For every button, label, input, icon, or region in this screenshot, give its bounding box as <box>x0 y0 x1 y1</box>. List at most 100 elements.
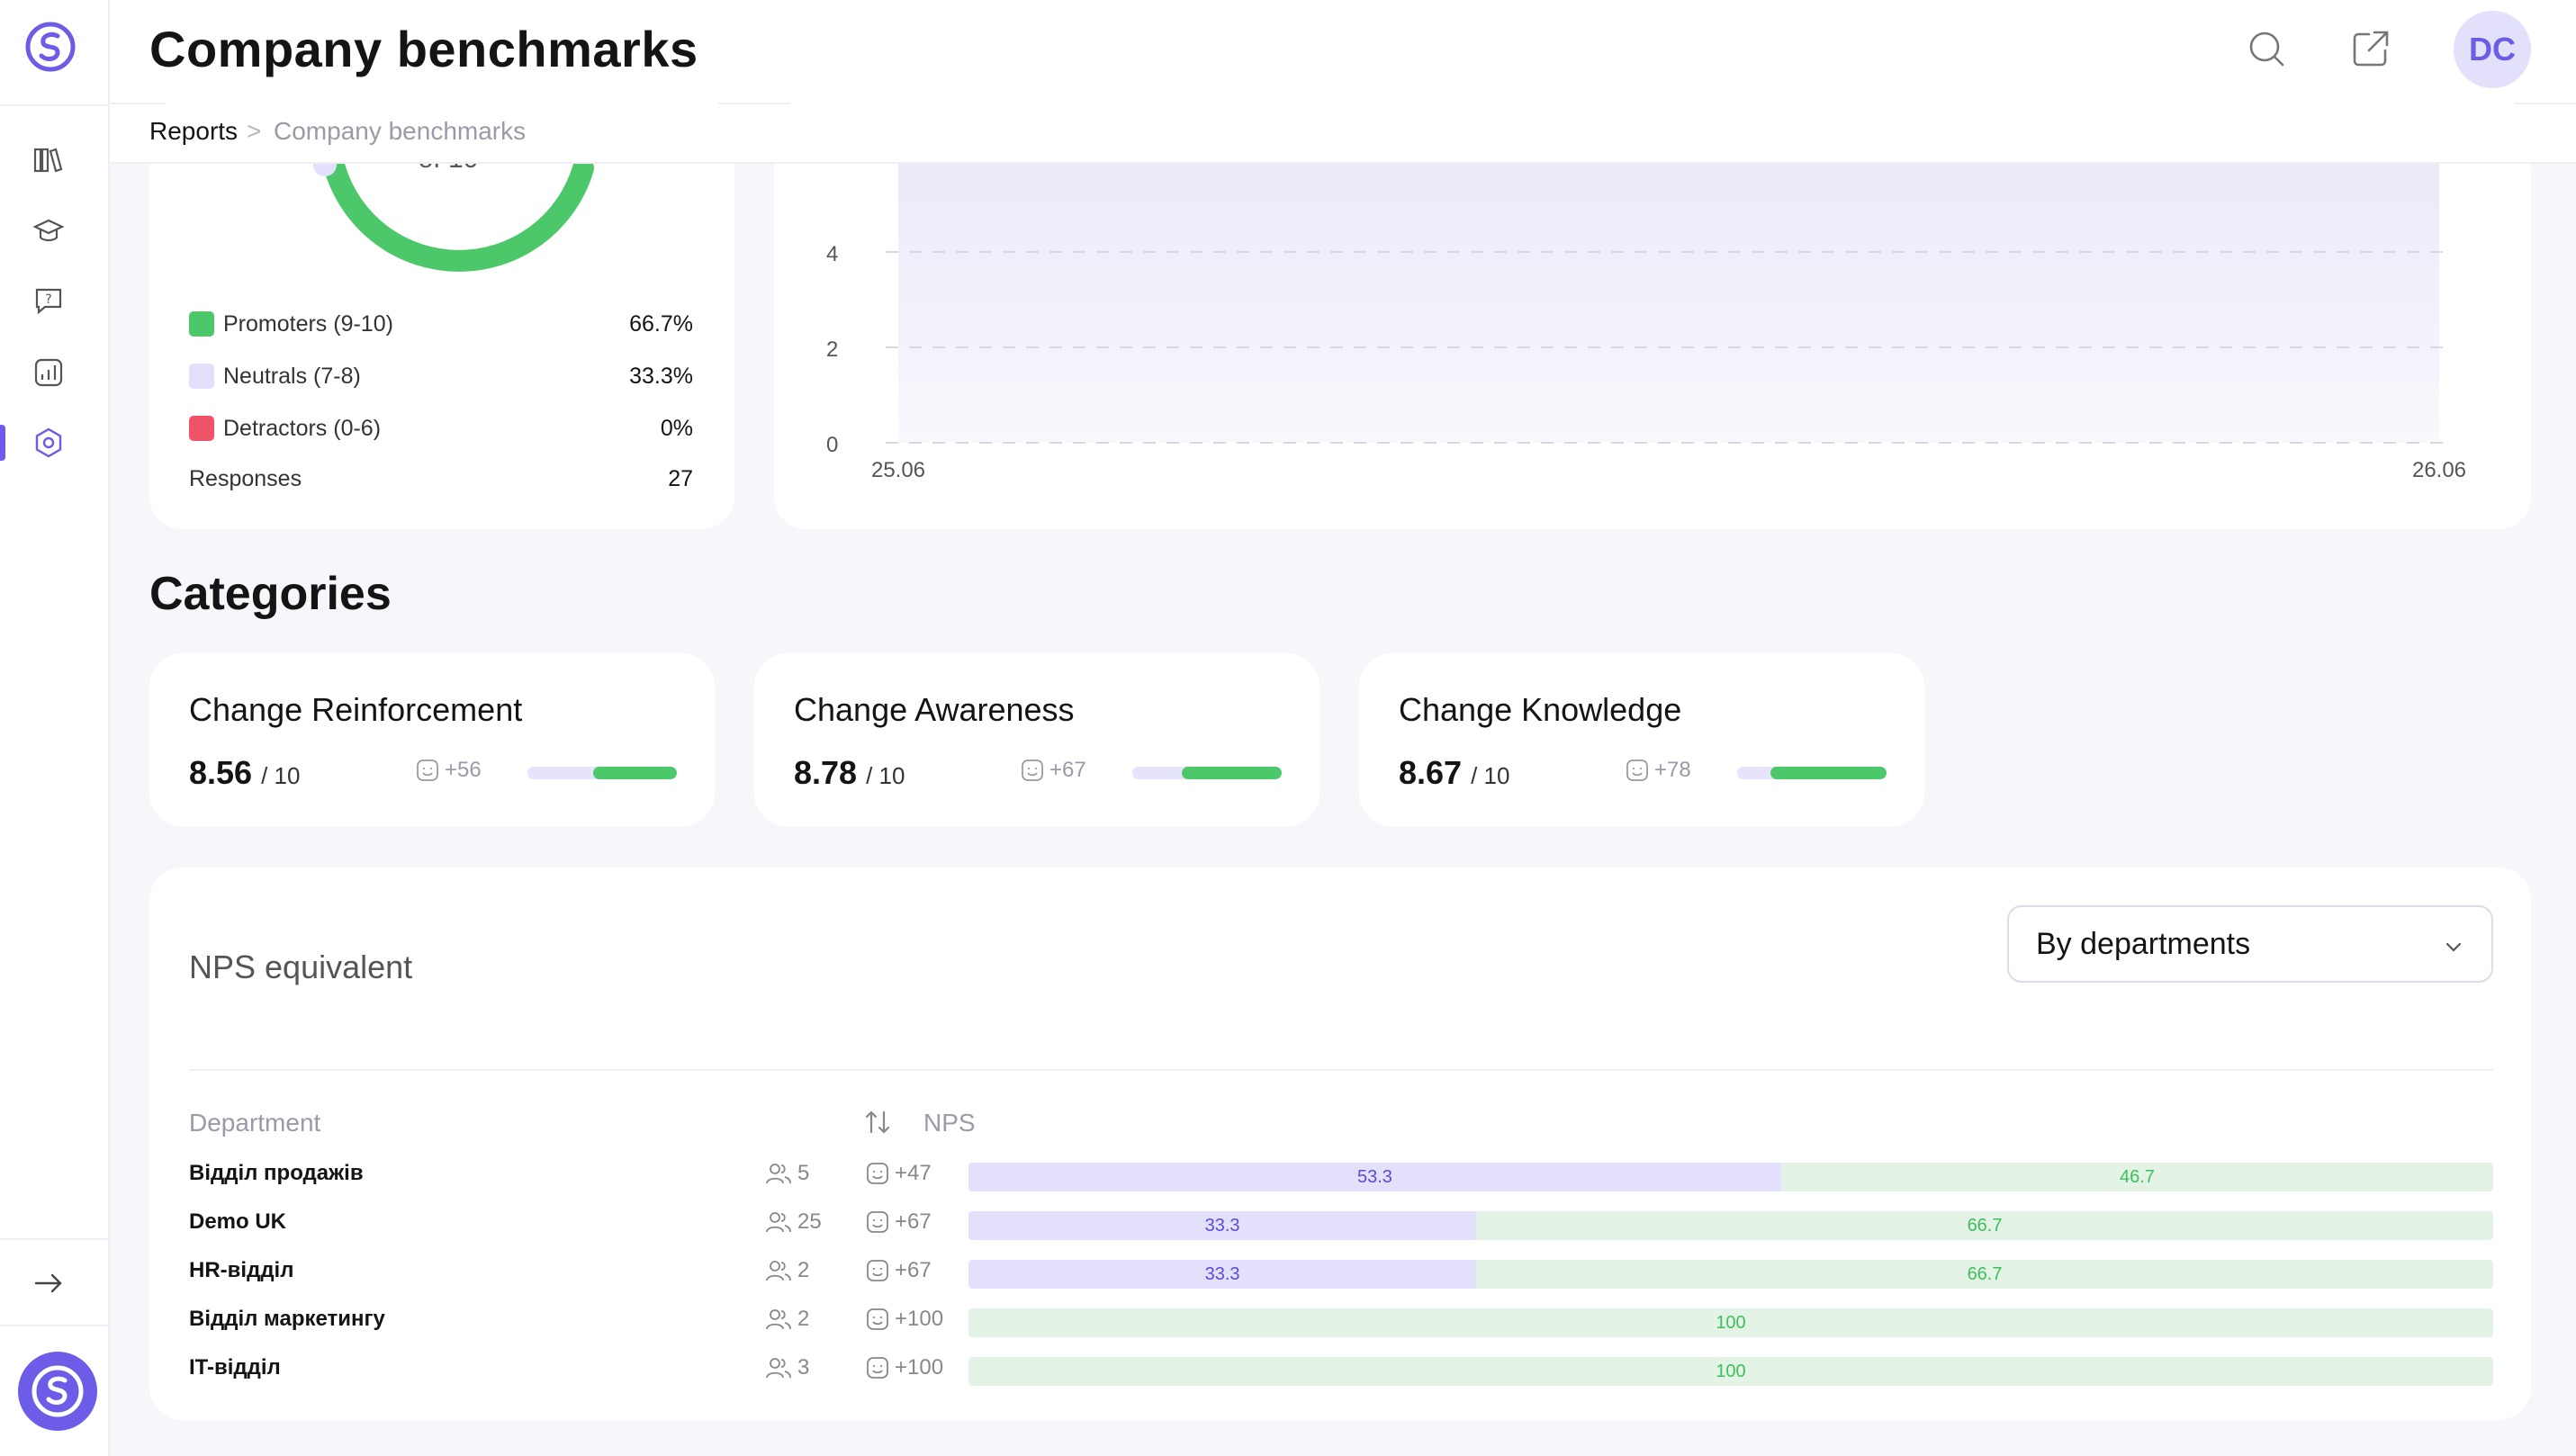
top-header: Company benchmarks DC <box>110 0 2576 104</box>
graduation-cap-icon[interactable] <box>32 214 65 247</box>
nps-distribution-bar: 53.3 46.7 <box>968 1163 2493 1191</box>
nps-face-icon <box>417 759 438 781</box>
category-nps: +78 <box>1626 758 1691 783</box>
categories-heading: Categories <box>149 568 392 620</box>
column-header-nps[interactable]: NPS <box>923 1109 976 1137</box>
users-icon <box>766 1212 791 1233</box>
legend-row-detractors: Detractors (0-6) 0% <box>189 410 693 446</box>
legend-value: 0% <box>660 416 693 441</box>
x-tick-label: 25.06 <box>871 458 925 482</box>
y-tick-label: 4 <box>826 242 838 266</box>
promoter-segment: 66.7 <box>1476 1260 2493 1289</box>
y-tick-label: 2 <box>826 337 838 362</box>
count-value: 2 <box>797 1258 810 1282</box>
score-denominator: / 10 <box>1471 762 1510 789</box>
category-name: Change Reinforcement <box>189 691 523 728</box>
x-tick-label: 26.06 <box>2412 458 2466 482</box>
respondent-count: 2 <box>765 1258 809 1283</box>
department-nps: +100 <box>866 1307 943 1332</box>
sidebar-divider <box>0 1238 110 1240</box>
open-external-icon[interactable] <box>2349 27 2392 70</box>
promoter-segment: 46.7 <box>1780 1163 2493 1191</box>
department-name: Відділ маркетингу <box>189 1307 385 1331</box>
user-avatar[interactable]: DC <box>2454 11 2531 88</box>
table-row[interactable]: HR-відділ 2 +67 33.3 66.7 <box>189 1254 2493 1290</box>
table-row[interactable]: Demo UK 25 +67 33.3 66.7 <box>189 1206 2493 1242</box>
category-card[interactable]: Change Reinforcement 8.56 / 10 +56 <box>149 653 715 826</box>
legend-value: 33.3% <box>629 364 693 389</box>
nps-face-icon <box>867 1308 888 1330</box>
nps-value: +100 <box>895 1355 944 1380</box>
neutral-segment: 33.3 <box>968 1211 1477 1240</box>
nps-value: +78 <box>1654 758 1691 782</box>
workspace-logo-icon[interactable] <box>18 1352 97 1431</box>
progress-fill <box>593 767 677 779</box>
category-nps: +67 <box>1021 758 1086 783</box>
department-name: HR-відділ <box>189 1258 294 1282</box>
category-card[interactable]: Change Knowledge 8.67 / 10 +78 <box>1359 653 1924 826</box>
sidebar: ? <box>0 0 110 1456</box>
y-tick-label: 0 <box>826 433 838 457</box>
table-row[interactable]: Відділ продажів 5 +47 53.3 46.7 <box>189 1157 2493 1193</box>
detractors-swatch <box>189 416 214 441</box>
neutral-segment: 53.3 <box>968 1163 1781 1191</box>
count-value: 3 <box>797 1355 810 1380</box>
nps-value: +67 <box>895 1258 932 1282</box>
breadcrumb-reports-link[interactable]: Reports <box>149 117 239 145</box>
sidebar-divider <box>0 104 110 106</box>
department-nps: +67 <box>866 1258 932 1283</box>
category-progress-bar <box>527 767 677 779</box>
nps-distribution-bar: 33.3 66.7 <box>968 1211 2493 1240</box>
nps-equivalent-title: NPS equivalent <box>189 948 413 985</box>
nps-value: +67 <box>895 1209 932 1234</box>
sort-icon[interactable] <box>862 1107 893 1137</box>
nps-distribution-bar: 100 <box>968 1357 2493 1386</box>
promoters-swatch <box>189 311 214 337</box>
department-nps: +67 <box>866 1209 932 1235</box>
progress-fill <box>1181 767 1282 779</box>
category-card[interactable]: Change Awareness 8.78 / 10 +67 <box>754 653 1320 826</box>
gauge-promoter-arc <box>324 157 594 272</box>
breadcrumb-separator: > <box>247 117 262 145</box>
trend-area <box>898 162 2439 443</box>
department-name: Demo UK <box>189 1209 287 1234</box>
analytics-icon[interactable] <box>32 356 65 389</box>
category-progress-bar <box>1132 767 1282 779</box>
category-nps: +56 <box>416 758 482 783</box>
nps-face-icon <box>867 1260 888 1281</box>
nps-face-icon <box>867 1163 888 1184</box>
search-icon[interactable] <box>2245 27 2288 70</box>
legend-value: 66.7% <box>629 311 693 337</box>
chevron-down-icon <box>2445 942 2462 952</box>
respondent-count: 2 <box>765 1307 809 1332</box>
score-value: 8.78 <box>794 754 858 791</box>
table-row[interactable]: IT-відділ 3 +100 100 <box>189 1352 2493 1388</box>
neutrals-swatch <box>189 364 214 389</box>
settings-hex-icon[interactable] <box>32 427 65 459</box>
category-score: 8.78 / 10 <box>794 754 905 792</box>
department-nps: +100 <box>866 1355 943 1380</box>
library-icon[interactable] <box>32 144 65 176</box>
question-bubble-icon[interactable]: ? <box>32 284 65 317</box>
responses-label: Responses <box>189 466 302 491</box>
app-logo-icon[interactable] <box>23 20 77 74</box>
legend-row-neutrals: Neutrals (7-8) 33.3% <box>189 358 693 394</box>
group-by-dropdown[interactable]: By departments <box>2007 905 2493 983</box>
table-divider <box>189 1069 2493 1071</box>
nps-face-icon <box>1022 759 1043 781</box>
respondent-count: 25 <box>765 1209 822 1235</box>
arrow-right-icon[interactable] <box>32 1267 65 1299</box>
category-score: 8.56 / 10 <box>189 754 300 792</box>
category-name: Change Knowledge <box>1399 691 1682 728</box>
nps-distribution-bar: 100 <box>968 1308 2493 1337</box>
nps-value: +67 <box>1049 758 1086 782</box>
sidebar-divider <box>0 1325 110 1326</box>
trend-chart: 4 2 0 25.06 26.06 <box>826 162 2466 482</box>
nps-face-icon <box>1626 759 1648 781</box>
users-icon <box>766 1261 791 1281</box>
score-denominator: / 10 <box>866 762 905 789</box>
department-nps: +47 <box>866 1161 932 1186</box>
count-value: 5 <box>797 1161 810 1185</box>
table-row[interactable]: Відділ маркетингу 2 +100 100 <box>189 1303 2493 1339</box>
category-score: 8.67 / 10 <box>1399 754 1509 792</box>
